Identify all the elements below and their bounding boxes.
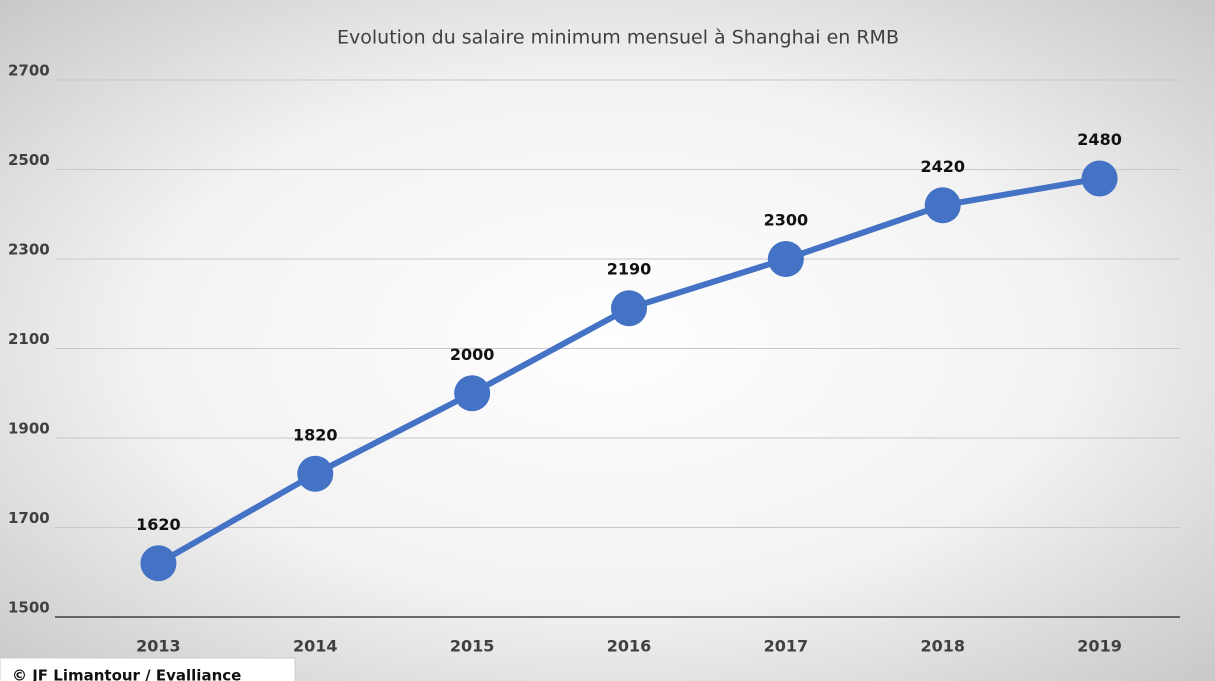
data-label: 2190 xyxy=(607,260,652,279)
y-tick-label: 2700 xyxy=(8,62,50,80)
marker xyxy=(454,375,491,412)
y-tick-label: 1500 xyxy=(8,599,50,617)
x-tick-label: 2013 xyxy=(136,637,181,656)
x-tick-label: 2016 xyxy=(607,637,652,656)
note: © JF Limantour / Evalliance xyxy=(12,667,241,681)
marker xyxy=(924,187,961,224)
marker xyxy=(297,455,334,492)
x-tick-label: 2018 xyxy=(920,637,965,656)
data-label: 2420 xyxy=(920,157,965,176)
y-tick-label: 1900 xyxy=(8,420,50,438)
y-tick-label: 2300 xyxy=(8,241,50,259)
y-tick-label: 2100 xyxy=(8,330,50,348)
data-label: 1620 xyxy=(136,515,181,534)
data-label: 2300 xyxy=(764,211,809,230)
x-tick-label: 2015 xyxy=(450,637,495,656)
marker xyxy=(1081,160,1118,197)
data-label: 2480 xyxy=(1077,130,1122,149)
marker xyxy=(140,545,177,582)
marker xyxy=(767,241,804,277)
x-tick-label: 2014 xyxy=(293,637,338,656)
x-tick-label: 2017 xyxy=(764,637,809,656)
y-tick-label: 1700 xyxy=(8,509,50,527)
x-tick-label: 2019 xyxy=(1077,637,1122,656)
data-label: 1820 xyxy=(293,425,338,444)
y-tick-label: 2500 xyxy=(8,151,50,169)
data-label: 2000 xyxy=(450,345,495,364)
note-box xyxy=(0,657,296,681)
chart-title: Evolution du salaire minimum mensuel à S… xyxy=(337,27,899,49)
marker xyxy=(611,290,647,327)
